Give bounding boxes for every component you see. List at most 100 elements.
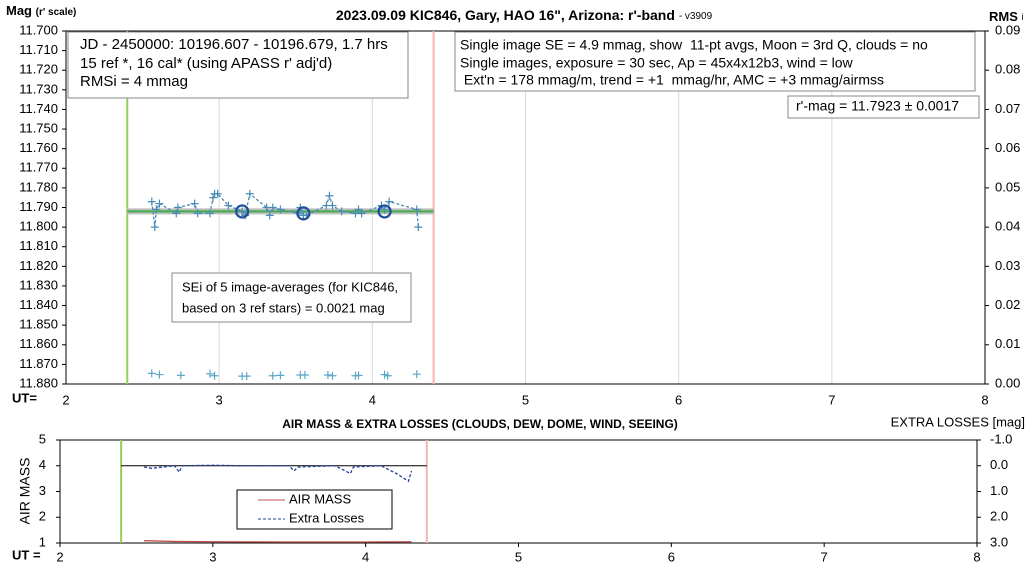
point (147, 369, 156, 378)
y-tick-label: 11.770 (19, 160, 58, 175)
y-label: Mag (6, 3, 32, 18)
y-tick-label: 2 (39, 509, 46, 524)
chart-title: 2023.09.09 KIC846, Gary, HAO 16", Arizon… (336, 7, 713, 23)
average-point (235, 204, 250, 219)
x-tick-label: 5 (522, 392, 529, 407)
point (205, 369, 214, 378)
y-tick-label: 11.730 (19, 81, 58, 96)
subtitle: - v3909 (679, 11, 713, 22)
y-tick-label: 4 (39, 457, 46, 472)
chart-title: AIR MASS & EXTRA LOSSES (CLOUDS, DEW, DO… (282, 417, 678, 431)
point (173, 203, 182, 212)
y2-tick-label: 0.00 (995, 375, 1020, 390)
y-tick-label: 11.720 (19, 62, 58, 77)
average-point (296, 206, 311, 221)
y2-label: RMS (989, 9, 1018, 24)
y2-tick-label: 0.06 (995, 140, 1020, 155)
y2-axis-label: EXTRA LOSSES [mag] (891, 414, 1025, 429)
annotation-text: JD - 2450000: 10196.607 - 10196.679, 1.7… (80, 36, 388, 53)
x-tick-label: 8 (973, 549, 980, 564)
y2-tick-label: 0.01 (995, 336, 1020, 351)
point (354, 371, 363, 380)
y-axis-label: AIR MASS (17, 458, 33, 525)
annotation-box (454, 31, 976, 92)
series-line (143, 464, 413, 483)
y-tick-label: 1 (39, 534, 46, 549)
y-tick-label: 11.800 (19, 219, 58, 234)
y-tick-label: 11.840 (19, 297, 58, 312)
title: 2023.09.09 KIC846, Gary, HAO 16", Arizon… (336, 7, 675, 23)
point (276, 205, 285, 214)
point (172, 209, 181, 218)
point (209, 193, 218, 202)
x-tick-label: 2 (56, 549, 63, 564)
point (383, 371, 392, 380)
y2-tick-label: 2.0 (990, 509, 1008, 524)
point (357, 209, 366, 218)
point (300, 370, 309, 379)
y-tick-label: 11.710 (19, 42, 58, 57)
point (213, 189, 222, 198)
x-tick-label: 3 (216, 392, 223, 407)
y-tick-label: 11.830 (19, 277, 58, 292)
point (155, 199, 164, 208)
y2-tick-label: 0.07 (995, 101, 1020, 116)
y-tick-label: 11.870 (19, 356, 58, 371)
y-tick-label: 5 (39, 431, 46, 446)
y2-tick-label: -1.0 (990, 431, 1012, 446)
annotation-text: Ext'n = 178 mmag/m, trend = +1 mmag/hr, … (460, 72, 884, 88)
point (150, 223, 159, 232)
point (385, 197, 394, 206)
plot-frame (59, 439, 978, 544)
y-tick-label: 11.760 (19, 140, 58, 155)
point (242, 372, 251, 381)
point (265, 211, 274, 220)
series-line (144, 540, 412, 543)
point (276, 371, 285, 380)
annotation-text: based on 3 ref stars) = 0.0021 mag (182, 300, 385, 315)
y2-tick-label: 0.02 (995, 297, 1020, 312)
x-tick-label: 4 (362, 549, 369, 564)
annotation-text: RMSi = 4 mmag (80, 73, 188, 90)
plots: 2 3 4 5 6 7 811.70011.71011.72011.73011.74011.… (19, 22, 1020, 564)
x-tick-label: 8 (981, 392, 988, 407)
x-tick-label: 2 (62, 392, 69, 407)
annotation-text: Single images, exposure = 30 sec, Ap = 4… (460, 55, 854, 71)
x-tick-label: 4 (369, 392, 376, 407)
y2-label-note: i (1022, 12, 1024, 22)
annotation-text: SEi of 5 image-averages (for KIC846, (182, 279, 398, 294)
legend-label: Extra Losses (289, 510, 365, 525)
y2-tick-label: 0.0 (990, 457, 1008, 472)
point (414, 223, 423, 232)
point (380, 205, 389, 214)
y-tick-label: 11.750 (19, 120, 58, 135)
y-tick-label: 11.880 (19, 375, 58, 390)
y2-tick-label: 0.09 (995, 22, 1020, 37)
y-axis-label: Mag (r' scale) (6, 3, 76, 18)
x-tick-label: 7 (821, 549, 828, 564)
plot-frame (65, 30, 986, 385)
x-tick-label: 6 (675, 392, 682, 407)
point (323, 370, 332, 379)
y2-tick-label: 0.03 (995, 258, 1020, 273)
legend-label: AIR MASS (289, 491, 351, 506)
point (268, 371, 277, 380)
x-axis-label: UT= (12, 390, 37, 405)
y2-tick-label: 0.05 (995, 179, 1020, 194)
point (224, 201, 233, 210)
y-tick-label: 11.780 (19, 179, 58, 194)
x-tick-label: 7 (828, 392, 835, 407)
y2-tick-label: 1.0 (990, 483, 1008, 498)
annotation-text: 15 ref *, 16 cal* (using APASS r' adj'd) (80, 55, 332, 72)
x-tick-label: 5 (515, 549, 522, 564)
point (190, 199, 199, 208)
y2-tick-label: 0.08 (995, 62, 1020, 77)
y-tick-label: 11.700 (19, 22, 58, 37)
point (412, 205, 421, 214)
y-tick-label: 11.810 (19, 238, 58, 253)
y-tick-label: 11.820 (19, 258, 58, 273)
annotation-box (171, 272, 412, 323)
annotation-text: r'-mag = 11.7923 ± 0.0017 (796, 98, 959, 114)
y-tick-label: 11.860 (19, 336, 58, 351)
y-tick-label: 11.850 (19, 317, 58, 332)
